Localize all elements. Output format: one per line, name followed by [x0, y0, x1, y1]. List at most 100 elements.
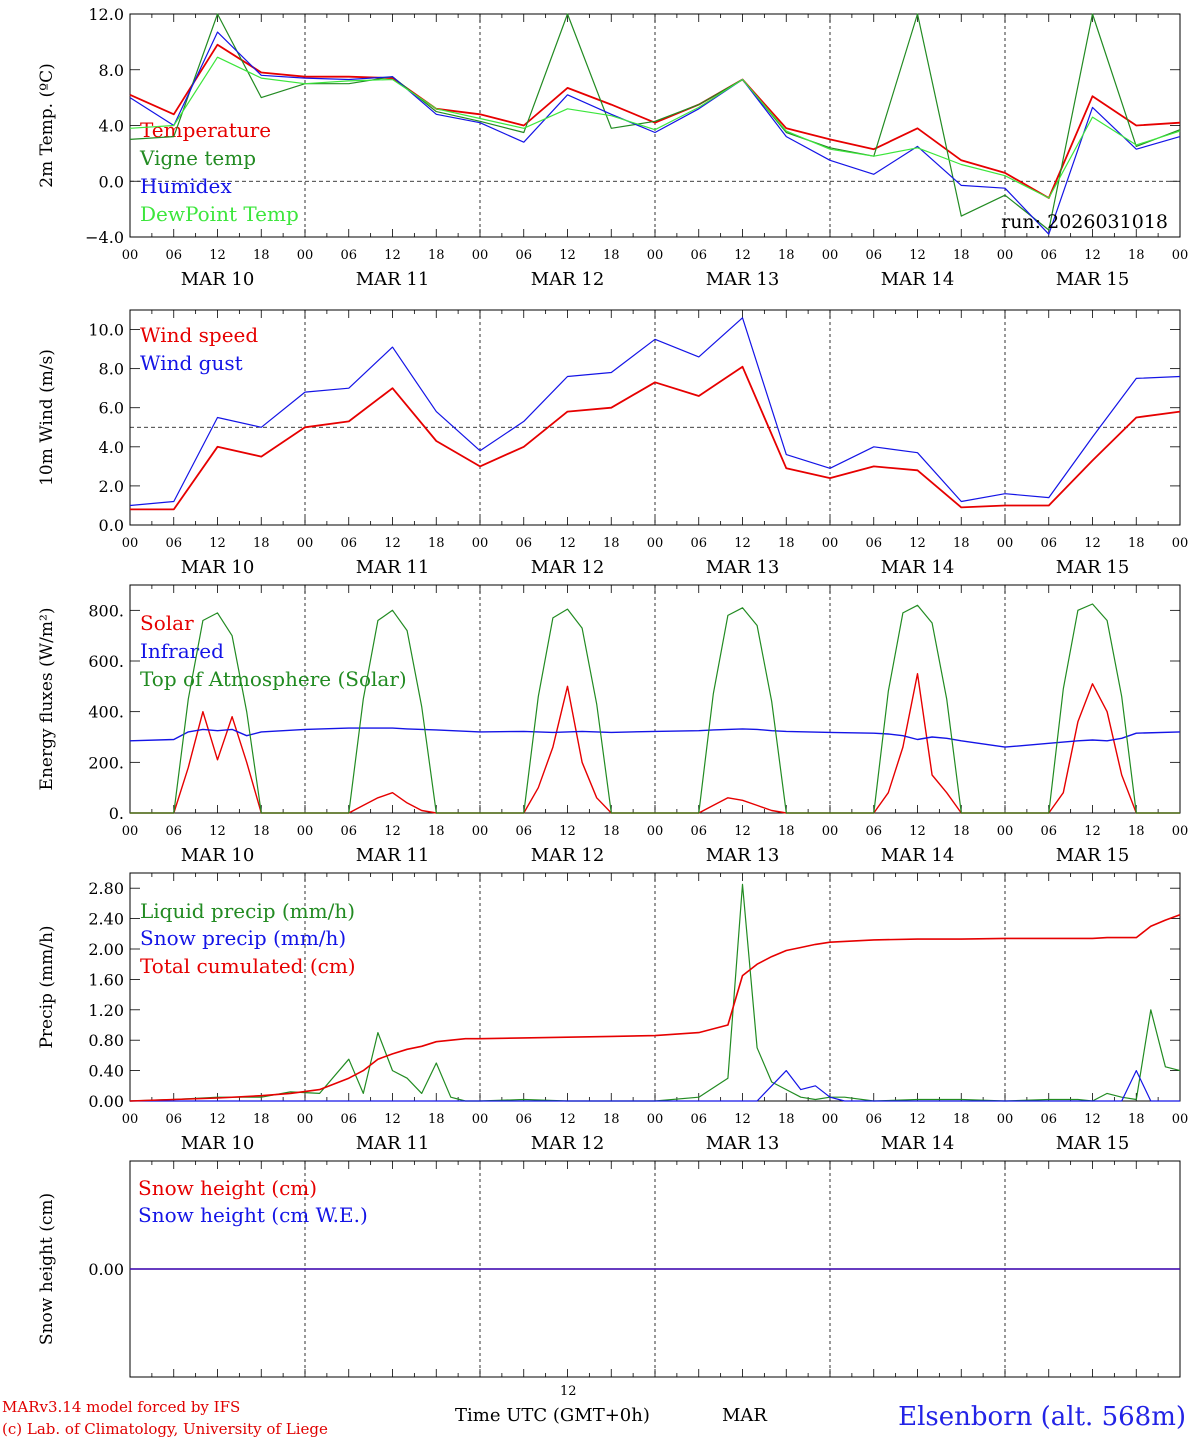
panel-3-y-tick-label: 2.00 — [88, 940, 124, 959]
panel-2-legend-0: Solar — [140, 611, 194, 635]
panel-0-x-tick-label: 06 — [165, 248, 182, 263]
panel-2-x-tick-label: 00 — [997, 824, 1014, 839]
panel-0-x-tick-label: 12 — [734, 248, 751, 263]
panel-3-y-axis-label: Precip (mm/h) — [37, 925, 57, 1048]
panel-3-x-tick-label: 18 — [953, 1112, 970, 1127]
copyright: (c) Lab. of Climatology, University of L… — [2, 1420, 328, 1438]
panel-2-x-tick-label: 00 — [297, 824, 314, 839]
panel-2-y-tick-label: 200. — [88, 753, 124, 772]
panel-1-series-0-line — [130, 365, 1181, 511]
panel-0-legend-2: Humidex — [140, 174, 232, 198]
panel-2-x-tick-label: 12 — [384, 824, 401, 839]
panel-0-series-0-line — [129, 43, 1181, 199]
panel-3-x-tick-label: 18 — [428, 1112, 445, 1127]
panel-2-x-tick-label: 00 — [122, 824, 139, 839]
panel-0-day-label: MAR 13 — [706, 269, 780, 290]
panel-4-legend-0: Snow height (cm) — [138, 1176, 317, 1200]
panel-1-day-label: MAR 14 — [881, 557, 955, 578]
station-name: Elsenborn (alt. 568m) — [898, 1402, 1186, 1432]
panel-3-x-tick-label: 18 — [253, 1112, 270, 1127]
panel-4-y-axis-label: Snow height (cm) — [37, 1193, 57, 1345]
panel-2-x-tick-label: 12 — [1084, 824, 1101, 839]
panel-1-x-tick-label: 18 — [1128, 536, 1145, 551]
panel-1-x-tick-label: 18 — [778, 536, 795, 551]
panel-3-day-label: MAR 11 — [356, 1133, 430, 1154]
panel-1-legend-0: Wind speed — [140, 323, 258, 347]
panel-3-x-tick-label: 12 — [209, 1112, 226, 1127]
panel-2-day-label: MAR 12 — [531, 845, 605, 866]
panel-1-x-tick-label: 18 — [253, 536, 270, 551]
panel-0-y-tick-label: −4.0 — [85, 228, 124, 247]
panel-2-x-tick-label: 18 — [603, 824, 620, 839]
panel-0-day-label: MAR 10 — [181, 269, 255, 290]
panel-0-x-tick-label: 00 — [822, 248, 839, 263]
panel-0-y-tick-label: 8.0 — [99, 61, 124, 80]
panel-3-x-tick-label: 06 — [165, 1112, 182, 1127]
panel-1-x-tick-label: 06 — [515, 536, 532, 551]
panel-1-x-tick-label: 00 — [297, 536, 314, 551]
panel-3-legend-0: Liquid precip (mm/h) — [140, 899, 355, 923]
panel-2-series-1-line — [129, 727, 1181, 748]
panel-3-x-tick-label: 00 — [472, 1112, 489, 1127]
panel-1-x-tick-label: 12 — [734, 536, 751, 551]
panel-1-x-tick-label: 12 — [559, 536, 576, 551]
panel-0-legend-1: Vigne temp — [139, 146, 256, 170]
panel-1-x-tick-label: 18 — [953, 536, 970, 551]
panel-2-x-tick-label: 06 — [340, 824, 357, 839]
panel-1-y-tick-label: 8.0 — [99, 360, 124, 379]
panel-3-x-tick-label: 12 — [734, 1112, 751, 1127]
panel-0-x-tick-label: 00 — [297, 248, 314, 263]
panel-2-y-tick-label: 400. — [88, 703, 124, 722]
panel-1-x-tick-label: 06 — [165, 536, 182, 551]
panel-0-x-tick-label: 00 — [997, 248, 1014, 263]
panel-0-day-label: MAR 14 — [881, 269, 955, 290]
panel-2-x-tick-label: 06 — [865, 824, 882, 839]
panel-2-series-2-line — [130, 603, 1180, 814]
panel-1-series-1-line — [129, 317, 1181, 507]
panel-0-x-tick-label: 18 — [953, 248, 970, 263]
panel-3-x-tick-label: 06 — [1040, 1112, 1057, 1127]
panel-0-x-tick-label: 00 — [472, 248, 489, 263]
panel-1-x-tick-label: 06 — [340, 536, 357, 551]
panel-2-x-tick-label: 18 — [428, 824, 445, 839]
panel-3-y-tick-label: 0.00 — [88, 1092, 124, 1111]
panel-2-y-tick-label: 0. — [109, 804, 124, 823]
panel-0-y-tick-label: 4.0 — [99, 117, 124, 136]
panel-1-day-label: MAR 15 — [1056, 557, 1130, 578]
panel-0-y-axis-label: 2m Temp. (ºC) — [37, 63, 57, 188]
panel-2-x-tick-label: 18 — [253, 824, 270, 839]
panel-0-x-tick-label: 00 — [122, 248, 139, 263]
panel-3-x-tick-label: 06 — [340, 1112, 357, 1127]
panel-2-x-tick-label: 12 — [559, 824, 576, 839]
panel-1-x-tick-label: 00 — [997, 536, 1014, 551]
x-axis-title: Time UTC (GMT+0h) — [455, 1405, 650, 1426]
panel-3-x-tick-label: 18 — [778, 1112, 795, 1127]
panel-1-day-label: MAR 10 — [181, 557, 255, 578]
panel-1-x-tick-label: 18 — [428, 536, 445, 551]
panel-2-x-tick-label: 12 — [734, 824, 751, 839]
panel-1-x-tick-label: 06 — [690, 536, 707, 551]
panel-1-x-tick-label: 12 — [1084, 536, 1101, 551]
panel-1-x-tick-label: 18 — [603, 536, 620, 551]
panel-1-x-tick-label: 00 — [122, 536, 139, 551]
panel-3-y-tick-label: 1.20 — [88, 1001, 124, 1020]
panel-3-x-tick-label: 00 — [647, 1112, 664, 1127]
panel-2-x-tick-label: 00 — [472, 824, 489, 839]
panel-2-day-label: MAR 11 — [356, 845, 430, 866]
panel-0-x-tick-label: 12 — [559, 248, 576, 263]
panel-3-x-tick-label: 00 — [997, 1112, 1014, 1127]
panel-3-x-tick-label: 00 — [822, 1112, 839, 1127]
panel-0-legend-0: Temperature — [140, 118, 271, 142]
panel-1-x-tick-label: 12 — [384, 536, 401, 551]
panel-0-x-tick-label: 12 — [909, 248, 926, 263]
model-credit: MARv3.14 model forced by IFS — [2, 1398, 241, 1416]
panel-1-x-tick-label: 12 — [909, 536, 926, 551]
panel-2-x-tick-label: 06 — [515, 824, 532, 839]
panel-3-y-tick-label: 2.40 — [88, 910, 124, 929]
panel-3-x-tick-label: 12 — [384, 1112, 401, 1127]
panel-1-y-tick-label: 0.0 — [99, 516, 124, 535]
panel-3-x-tick-label: 12 — [559, 1112, 576, 1127]
panel-3-x-tick-label: 06 — [515, 1112, 532, 1127]
panel-0-y-tick-label: 0.0 — [99, 172, 124, 191]
